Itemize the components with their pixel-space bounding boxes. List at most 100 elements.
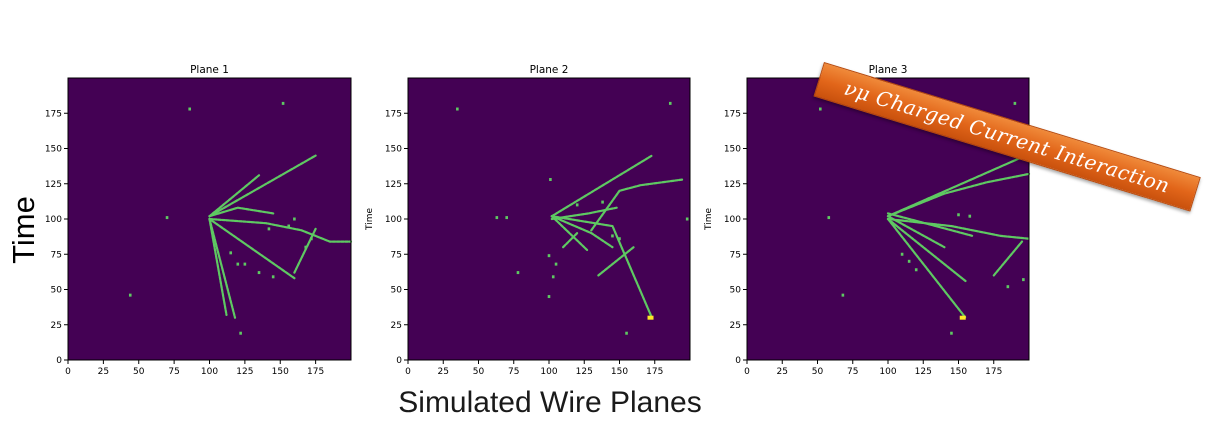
plane-2-hit bbox=[516, 271, 520, 275]
plane-1-xtick-label: 75 bbox=[168, 367, 179, 377]
plane-2-hit bbox=[611, 234, 614, 238]
plane-2-xtick-label: 150 bbox=[611, 367, 628, 377]
plane-1-xtick-label: 0 bbox=[65, 367, 71, 377]
plane-2-ytick-label: 25 bbox=[391, 321, 402, 331]
big-time-label: Time bbox=[0, 175, 48, 285]
plane-2-hit bbox=[601, 200, 604, 204]
plane-1-xtick-label: 125 bbox=[236, 367, 253, 377]
plane-1-hit bbox=[257, 271, 261, 275]
plane-3-hit bbox=[827, 216, 831, 220]
plane-2-xtick-label: 175 bbox=[646, 367, 663, 377]
plane-3-xtick-label: 25 bbox=[777, 367, 788, 377]
plane-2-hit bbox=[685, 217, 689, 221]
plane-2-hit bbox=[618, 237, 621, 241]
plane-2-title: Plane 2 bbox=[530, 64, 569, 76]
plane-3-hotspot bbox=[959, 315, 966, 320]
plane-3-hit bbox=[1013, 101, 1017, 105]
plane-3-hit bbox=[914, 268, 918, 272]
plane-2-track bbox=[590, 178, 685, 232]
plane-1-track bbox=[208, 217, 353, 243]
plane-1-hit bbox=[310, 237, 313, 241]
plane-3-track bbox=[886, 217, 967, 319]
plane-1-hit bbox=[229, 251, 233, 255]
plane-2-xtick-label: 25 bbox=[438, 367, 449, 377]
plane-3-hit bbox=[900, 252, 904, 256]
plane-1-hit bbox=[128, 293, 132, 297]
plane-1-hit bbox=[243, 262, 247, 266]
plane-2-hit bbox=[456, 107, 459, 111]
plane-3-hit bbox=[1022, 278, 1025, 282]
plane-3-xtick-label: 50 bbox=[812, 367, 824, 377]
plane-3-hit bbox=[907, 259, 911, 263]
plane-1-hit bbox=[271, 275, 275, 279]
plane-1-track bbox=[208, 217, 296, 280]
plane-3-ytick-label: 150 bbox=[724, 145, 741, 155]
plane-3-xtick-label: 0 bbox=[744, 367, 750, 377]
plane-2-hotspot bbox=[647, 315, 654, 320]
plane-1-hit bbox=[239, 331, 242, 335]
plane-2-hit bbox=[625, 331, 628, 335]
big-time-text: Time bbox=[6, 196, 41, 264]
plane-3-ytick-label: 50 bbox=[730, 286, 742, 296]
plane-2-track bbox=[550, 215, 654, 319]
plane-1-hit bbox=[293, 217, 296, 221]
plane-2-ytick-label: 75 bbox=[391, 250, 402, 260]
plane-3-hit bbox=[1006, 285, 1010, 289]
plane-2-hit bbox=[495, 216, 499, 220]
plane-1-ytick-label: 25 bbox=[51, 321, 62, 331]
plane-2-track bbox=[550, 215, 589, 252]
plane-3-hit bbox=[819, 107, 822, 111]
plane-1-ytick-label: 75 bbox=[51, 250, 62, 260]
plane-1-ytick-label: 0 bbox=[56, 356, 62, 366]
plane-3-track bbox=[886, 217, 967, 283]
plane-2-ytick-label: 50 bbox=[391, 286, 403, 296]
plane-1-track bbox=[208, 174, 261, 218]
plane-2-xtick-label: 75 bbox=[508, 367, 519, 377]
plane-2-ytick-label: 100 bbox=[385, 215, 402, 225]
plane-3-hit bbox=[957, 213, 960, 217]
plane-3-xtick-label: 125 bbox=[915, 367, 932, 377]
plane-1-ytick-label: 175 bbox=[45, 109, 62, 119]
plane-3-ytick-label: 0 bbox=[735, 356, 741, 366]
plane-1-xtick-label: 50 bbox=[133, 367, 145, 377]
plane-1-hit bbox=[281, 101, 285, 105]
plane-1-track bbox=[208, 217, 228, 316]
plane-1-xtick-label: 175 bbox=[307, 367, 324, 377]
plane-2-hit bbox=[549, 178, 552, 182]
plane-1-ytick-label: 150 bbox=[45, 145, 62, 155]
plane-3-ytick-label: 100 bbox=[724, 215, 741, 225]
plane-1-track bbox=[208, 217, 237, 319]
plane-2-hit bbox=[551, 275, 555, 279]
plane-1-track bbox=[208, 154, 317, 218]
plane-1-xtick-label: 150 bbox=[272, 367, 289, 377]
plane-1-track bbox=[293, 227, 317, 274]
plane-1-hit bbox=[236, 262, 240, 266]
plane-3-title: Plane 3 bbox=[869, 64, 908, 76]
plane-1-track bbox=[208, 206, 275, 218]
plane-1-hit bbox=[287, 224, 291, 228]
plane-3-track bbox=[886, 212, 974, 237]
plane-2-track bbox=[550, 154, 654, 218]
plane-1-xtick-label: 25 bbox=[98, 367, 109, 377]
plane-2-xtick-label: 100 bbox=[540, 367, 557, 377]
plane-3-ytick-label: 175 bbox=[724, 109, 741, 119]
plane-3-ytick-label: 125 bbox=[724, 180, 741, 190]
plane-3-hit bbox=[968, 214, 972, 218]
plane-3-hit bbox=[950, 331, 953, 335]
plane-3-xtick-label: 150 bbox=[950, 367, 967, 377]
plane-3-track bbox=[886, 172, 1031, 218]
plane-2-hit bbox=[668, 101, 672, 105]
plane-3-track bbox=[992, 240, 1024, 277]
plane-3-ylabel: Time bbox=[704, 208, 714, 231]
plane-2-track bbox=[561, 232, 579, 249]
plane-2-track bbox=[597, 246, 635, 277]
plane-2-hit bbox=[575, 203, 579, 207]
plane-1-ytick-label: 50 bbox=[51, 286, 63, 296]
plane-3-track bbox=[886, 215, 946, 249]
plane-1-hit bbox=[165, 216, 169, 220]
plane-3-ytick-label: 75 bbox=[730, 250, 741, 260]
plane-1-title: Plane 1 bbox=[190, 64, 229, 76]
plane-2-hit bbox=[505, 216, 508, 220]
